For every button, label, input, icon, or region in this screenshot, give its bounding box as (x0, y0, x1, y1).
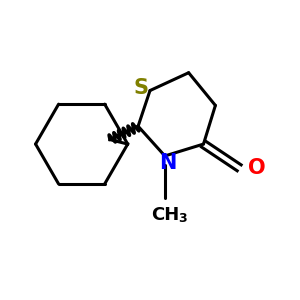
Text: 3: 3 (178, 212, 187, 225)
Text: S: S (134, 78, 148, 98)
Text: N: N (159, 153, 176, 173)
Text: CH: CH (151, 206, 179, 224)
Text: O: O (248, 158, 266, 178)
